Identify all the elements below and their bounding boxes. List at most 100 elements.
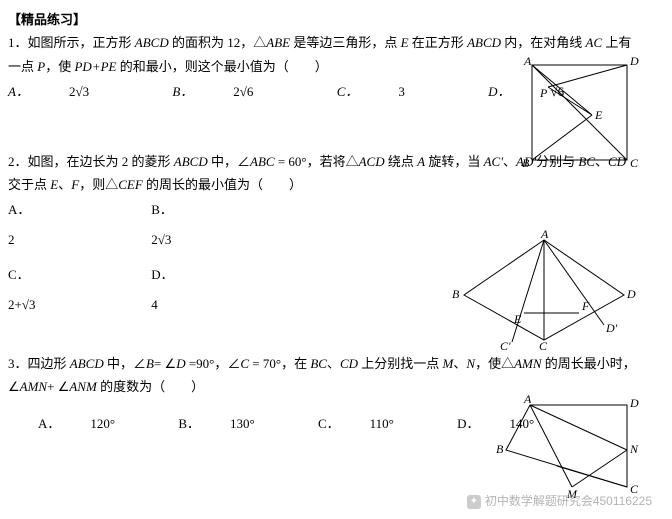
q1-optA: A． 2√3	[8, 80, 129, 103]
svg-text:D: D	[629, 396, 639, 410]
t: ∠	[8, 379, 20, 394]
t: CD	[340, 356, 358, 371]
t: 上有	[602, 35, 631, 50]
t: AC	[586, 35, 603, 50]
t: 是等边三角形，点	[290, 35, 401, 50]
q3-stem-line1: 3．四边形 ABCD 中，∠B= ∠D =90°，∠C = 70°，在 BC、C…	[8, 352, 664, 375]
t: ABCD	[174, 154, 208, 169]
t: D	[176, 356, 185, 371]
t: 2	[8, 228, 148, 251]
t: 上分别找一点	[358, 356, 443, 371]
t: ACD	[359, 154, 385, 169]
section-title: 【精品练习】	[8, 8, 664, 31]
t: CEF	[118, 177, 143, 192]
t: 的周长的最小值为（ ）	[143, 177, 302, 192]
watermark-text: 初中数学解题研究会450116225	[485, 494, 652, 508]
t: C．	[337, 80, 359, 103]
t: C．	[8, 263, 148, 286]
t: = 60°，若将△	[275, 154, 359, 169]
t: 3	[398, 80, 405, 103]
t: 2√3	[151, 228, 291, 251]
t: 的度数为（ ）	[97, 379, 204, 394]
t: ，使△	[475, 356, 514, 371]
t: ABCD	[467, 35, 501, 50]
q3-optB: B． 130°	[178, 412, 284, 435]
svg-text:B: B	[452, 287, 460, 301]
svg-text:A: A	[523, 55, 532, 68]
t: 中，∠	[104, 356, 146, 371]
t: ABCD	[135, 35, 169, 50]
t: 130°	[230, 412, 255, 435]
t: N	[466, 356, 475, 371]
q2-optD: D． 4	[151, 263, 291, 322]
q1-optB: B．2√6	[172, 80, 293, 103]
q1-figure: A D B C E P	[512, 55, 642, 175]
t: 2√6	[233, 80, 253, 103]
t: 如图所示，正方形	[28, 35, 135, 50]
t: 2√3	[69, 80, 89, 103]
q2-optB: B． 2√3	[151, 198, 291, 257]
t: 内，在对角线	[501, 35, 586, 50]
svg-text:C': C'	[500, 339, 511, 350]
t: 的周长最小时，	[542, 356, 636, 371]
t: D．	[151, 263, 291, 286]
t: 的和最小，则这个最小值为（ ）	[116, 59, 327, 74]
t: A	[417, 154, 425, 169]
svg-text:F: F	[581, 299, 590, 313]
t: A．	[8, 80, 29, 103]
t: E	[401, 35, 409, 50]
t: PD+PE	[74, 59, 116, 74]
t: 中，∠	[208, 154, 250, 169]
svg-text:P: P	[539, 86, 548, 100]
svg-text:C: C	[630, 156, 639, 170]
svg-text:C: C	[539, 339, 548, 350]
svg-text:A: A	[523, 395, 532, 406]
t: ABE	[266, 35, 290, 50]
t: B．	[178, 412, 200, 435]
t: 110°	[370, 412, 394, 435]
t: F	[71, 177, 79, 192]
t: A．	[8, 198, 148, 221]
t: C	[240, 356, 249, 371]
q2-figure: A B C D E F C' D'	[434, 230, 654, 350]
t: 、	[327, 356, 340, 371]
t: 一点	[8, 59, 37, 74]
t: ABC	[250, 154, 275, 169]
t: 在正方形	[409, 35, 468, 50]
t: = ∠	[154, 356, 176, 371]
wechat-icon: ✦	[467, 495, 481, 509]
q3-optA: A． 120°	[38, 412, 145, 435]
t: ANM	[69, 379, 96, 394]
svg-text:D': D'	[605, 321, 618, 335]
t: A．	[38, 412, 60, 435]
watermark: ✦ 初中数学解题研究会450116225	[467, 491, 652, 513]
svg-text:E: E	[513, 312, 522, 326]
t: ABCD	[70, 356, 104, 371]
t: C．	[318, 412, 340, 435]
t: 120°	[90, 412, 115, 435]
q1-optC: C． 3	[337, 80, 445, 103]
t: =90°，∠	[186, 356, 241, 371]
svg-text:A: A	[540, 230, 549, 241]
t: B．	[151, 198, 291, 221]
t: 旋转，当	[425, 154, 484, 169]
svg-text:B: B	[496, 442, 504, 456]
t: 如图，在边长为 2 的菱形	[28, 154, 174, 169]
t: 绕点	[385, 154, 418, 169]
t: 、	[453, 356, 466, 371]
t: BC	[310, 356, 327, 371]
t: AMN	[20, 379, 47, 394]
t: D．	[457, 412, 479, 435]
t: 4	[151, 293, 291, 316]
t: AMN	[514, 356, 541, 371]
t: 2+√3	[8, 293, 148, 316]
svg-text:D: D	[629, 55, 639, 68]
q2-optA: A． 2	[8, 198, 148, 257]
q2-stem-line2: 交于点 E、F，则△CEF 的周长的最小值为（ ）	[8, 173, 664, 196]
t: D．	[488, 80, 510, 103]
q3-num: 3．	[8, 356, 28, 371]
t: = 70°，在	[249, 356, 310, 371]
q2-optC: C． 2+√3	[8, 263, 148, 322]
t: ，则△	[79, 177, 118, 192]
t: M	[443, 356, 454, 371]
